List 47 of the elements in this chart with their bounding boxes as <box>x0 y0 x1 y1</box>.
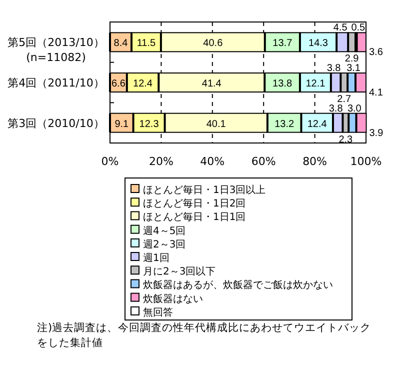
data-label: 3.8 <box>326 63 342 74</box>
data-label: 9.1 <box>114 118 130 130</box>
legend-label: ほとんど毎日・1日2回 <box>143 198 246 210</box>
data-label: 13.7 <box>272 38 293 50</box>
data-label: 12.1 <box>306 78 326 90</box>
data-label: 40.6 <box>203 38 224 50</box>
data-label: 6.6 <box>111 78 126 90</box>
data-label: 12.4 <box>307 118 328 130</box>
data-label: 40.1 <box>206 118 226 130</box>
legend-label: 週1回 <box>143 253 170 264</box>
data-label: 4.5 <box>333 22 348 34</box>
text: 注)過去調査は、今回調査の性年代構成比にあわせてウエイトバックをした集計値 <box>37 321 372 351</box>
data-label: 3.0 <box>347 103 362 114</box>
data-label: 14.3 <box>308 38 328 50</box>
data-label: 13.2 <box>274 118 295 130</box>
data-label: 2.9 <box>344 54 360 65</box>
data-label: 3.6 <box>369 47 384 58</box>
data-label: 3.8 <box>328 103 344 114</box>
data-label: 11.5 <box>136 38 156 50</box>
y-tick-label: 第4回（2011/10） <box>8 76 104 90</box>
data-label: 3.9 <box>369 128 384 139</box>
x-tick-label: 0% <box>101 155 119 168</box>
legend-label: 週2～3回 <box>143 239 186 250</box>
data-label: 8.4 <box>114 38 128 50</box>
legend-label: 炊飯器はあるが、炊飯器でご飯は炊かない <box>143 279 333 292</box>
data-label: 4.1 <box>369 88 384 98</box>
legend-label: 炊飯器はない <box>143 292 203 305</box>
x-tick-label: 20% <box>148 155 174 168</box>
legend-label: 週4～5回 <box>143 226 186 237</box>
legend-label: ほとんど毎日・1日3回以上 <box>143 184 266 196</box>
x-tick-label: 40% <box>200 155 225 168</box>
data-label: 13.8 <box>272 78 292 90</box>
data-label: 0.5 <box>351 22 366 34</box>
data-label: 2.3 <box>338 134 354 146</box>
legend-label: 無回答 <box>143 306 173 318</box>
y-tick-label: 第5回（2013/10） (n=11082) <box>8 36 104 64</box>
x-tick-label: 60% <box>251 155 276 168</box>
x-tick-label: 100% <box>350 155 382 168</box>
legend-label: 月に2～3回以下 <box>143 266 216 278</box>
data-label: 12.3 <box>139 118 160 130</box>
x-tick-label: 80% <box>302 155 328 168</box>
y-tick-label: 第3回（2010/10） <box>8 116 104 130</box>
data-label: 2.7 <box>337 94 352 105</box>
data-label: 12.4 <box>133 78 153 90</box>
data-label: 3.1 <box>346 63 361 74</box>
legend-label: ほとんど毎日・1日1回 <box>143 211 246 224</box>
data-label: 41.4 <box>202 78 222 90</box>
